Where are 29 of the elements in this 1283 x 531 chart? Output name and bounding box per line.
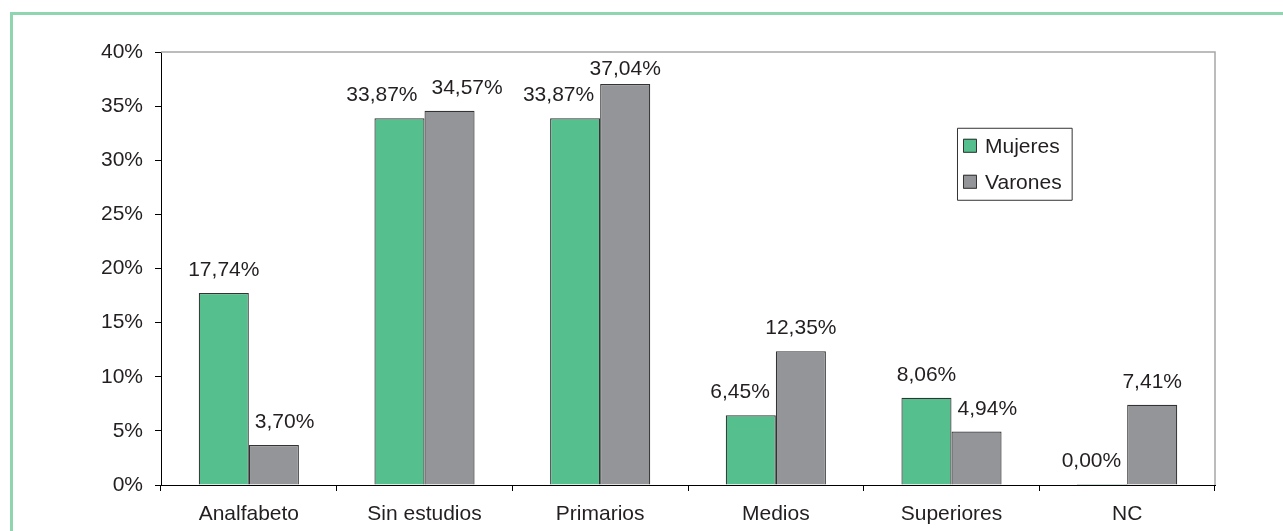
legend-label: Mujeres bbox=[985, 133, 1060, 157]
data-label: 17,74% bbox=[188, 256, 260, 280]
legend-label: Varones bbox=[985, 169, 1062, 193]
y-tick-label: 20% bbox=[100, 255, 143, 279]
y-tick-label: 40% bbox=[100, 38, 143, 62]
data-label: 6,45% bbox=[710, 379, 770, 403]
data-label: 3,70% bbox=[254, 408, 315, 432]
data-label: 7,41% bbox=[1122, 368, 1182, 392]
y-tick-label: 10% bbox=[100, 363, 143, 387]
y-tick-label: 5% bbox=[112, 417, 143, 441]
y-tick-label: 30% bbox=[100, 147, 143, 171]
x-tick-label: Sin estudios bbox=[367, 501, 482, 525]
y-tick-label: 0% bbox=[112, 471, 143, 495]
data-label: 33,87% bbox=[522, 82, 595, 106]
x-tick-label: Medios bbox=[741, 501, 810, 525]
data-label: 4,94% bbox=[957, 395, 1018, 419]
data-label: 34,57% bbox=[431, 74, 503, 98]
x-tick-label: Analfabeto bbox=[198, 501, 300, 525]
data-label: 0,00% bbox=[1061, 448, 1122, 471]
data-label: 8,06% bbox=[896, 361, 957, 385]
x-tick-label: Primarios bbox=[555, 501, 645, 525]
y-tick-label: 35% bbox=[100, 92, 143, 116]
y-tick-label: 25% bbox=[100, 201, 143, 225]
data-label: 12,35% bbox=[765, 315, 837, 339]
x-tick-label: Superiores bbox=[900, 501, 1003, 525]
data-label: 37,04% bbox=[589, 56, 661, 80]
x-tick-label: NC bbox=[1111, 501, 1143, 525]
data-label: 33,87% bbox=[346, 82, 418, 106]
y-tick-label: 15% bbox=[100, 309, 143, 333]
